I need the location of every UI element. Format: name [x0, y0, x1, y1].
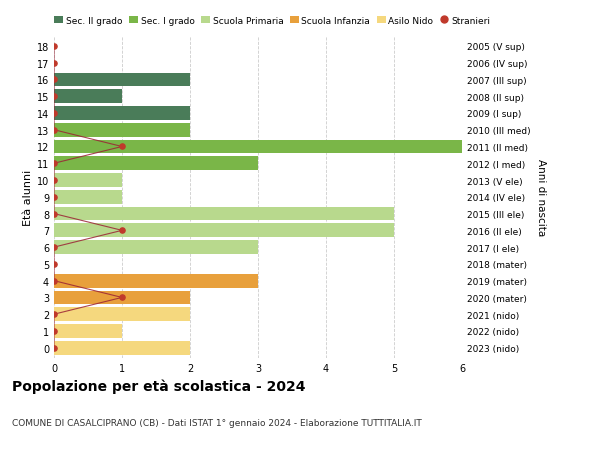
- Bar: [54, 90, 122, 104]
- Y-axis label: Età alunni: Età alunni: [23, 169, 32, 225]
- Bar: [54, 308, 190, 321]
- Bar: [54, 241, 258, 254]
- Point: [49, 261, 59, 268]
- Point: [49, 127, 59, 134]
- Point: [49, 60, 59, 67]
- Point: [49, 311, 59, 318]
- Bar: [54, 73, 190, 87]
- Bar: [54, 107, 190, 121]
- Point: [49, 328, 59, 335]
- Y-axis label: Anni di nascita: Anni di nascita: [536, 159, 546, 236]
- Bar: [54, 341, 190, 355]
- Point: [49, 177, 59, 185]
- Point: [117, 144, 127, 151]
- Point: [49, 77, 59, 84]
- Bar: [54, 174, 122, 187]
- Point: [117, 294, 127, 302]
- Point: [49, 344, 59, 352]
- Bar: [54, 123, 190, 137]
- Bar: [54, 291, 190, 305]
- Point: [49, 160, 59, 168]
- Point: [49, 210, 59, 218]
- Bar: [54, 140, 462, 154]
- Bar: [54, 190, 122, 204]
- Point: [49, 110, 59, 118]
- Bar: [54, 157, 258, 171]
- Bar: [54, 274, 258, 288]
- Point: [49, 244, 59, 251]
- Point: [49, 93, 59, 101]
- Text: COMUNE DI CASALCIPRANO (CB) - Dati ISTAT 1° gennaio 2024 - Elaborazione TUTTITAL: COMUNE DI CASALCIPRANO (CB) - Dati ISTAT…: [12, 418, 422, 427]
- Text: Popolazione per età scolastica - 2024: Popolazione per età scolastica - 2024: [12, 379, 305, 393]
- Point: [49, 43, 59, 50]
- Point: [49, 194, 59, 201]
- Point: [49, 277, 59, 285]
- Legend: Sec. II grado, Sec. I grado, Scuola Primaria, Scuola Infanzia, Asilo Nido, Stran: Sec. II grado, Sec. I grado, Scuola Prim…: [55, 17, 490, 26]
- Point: [117, 227, 127, 235]
- Bar: [54, 325, 122, 338]
- Bar: [54, 207, 394, 221]
- Bar: [54, 224, 394, 238]
